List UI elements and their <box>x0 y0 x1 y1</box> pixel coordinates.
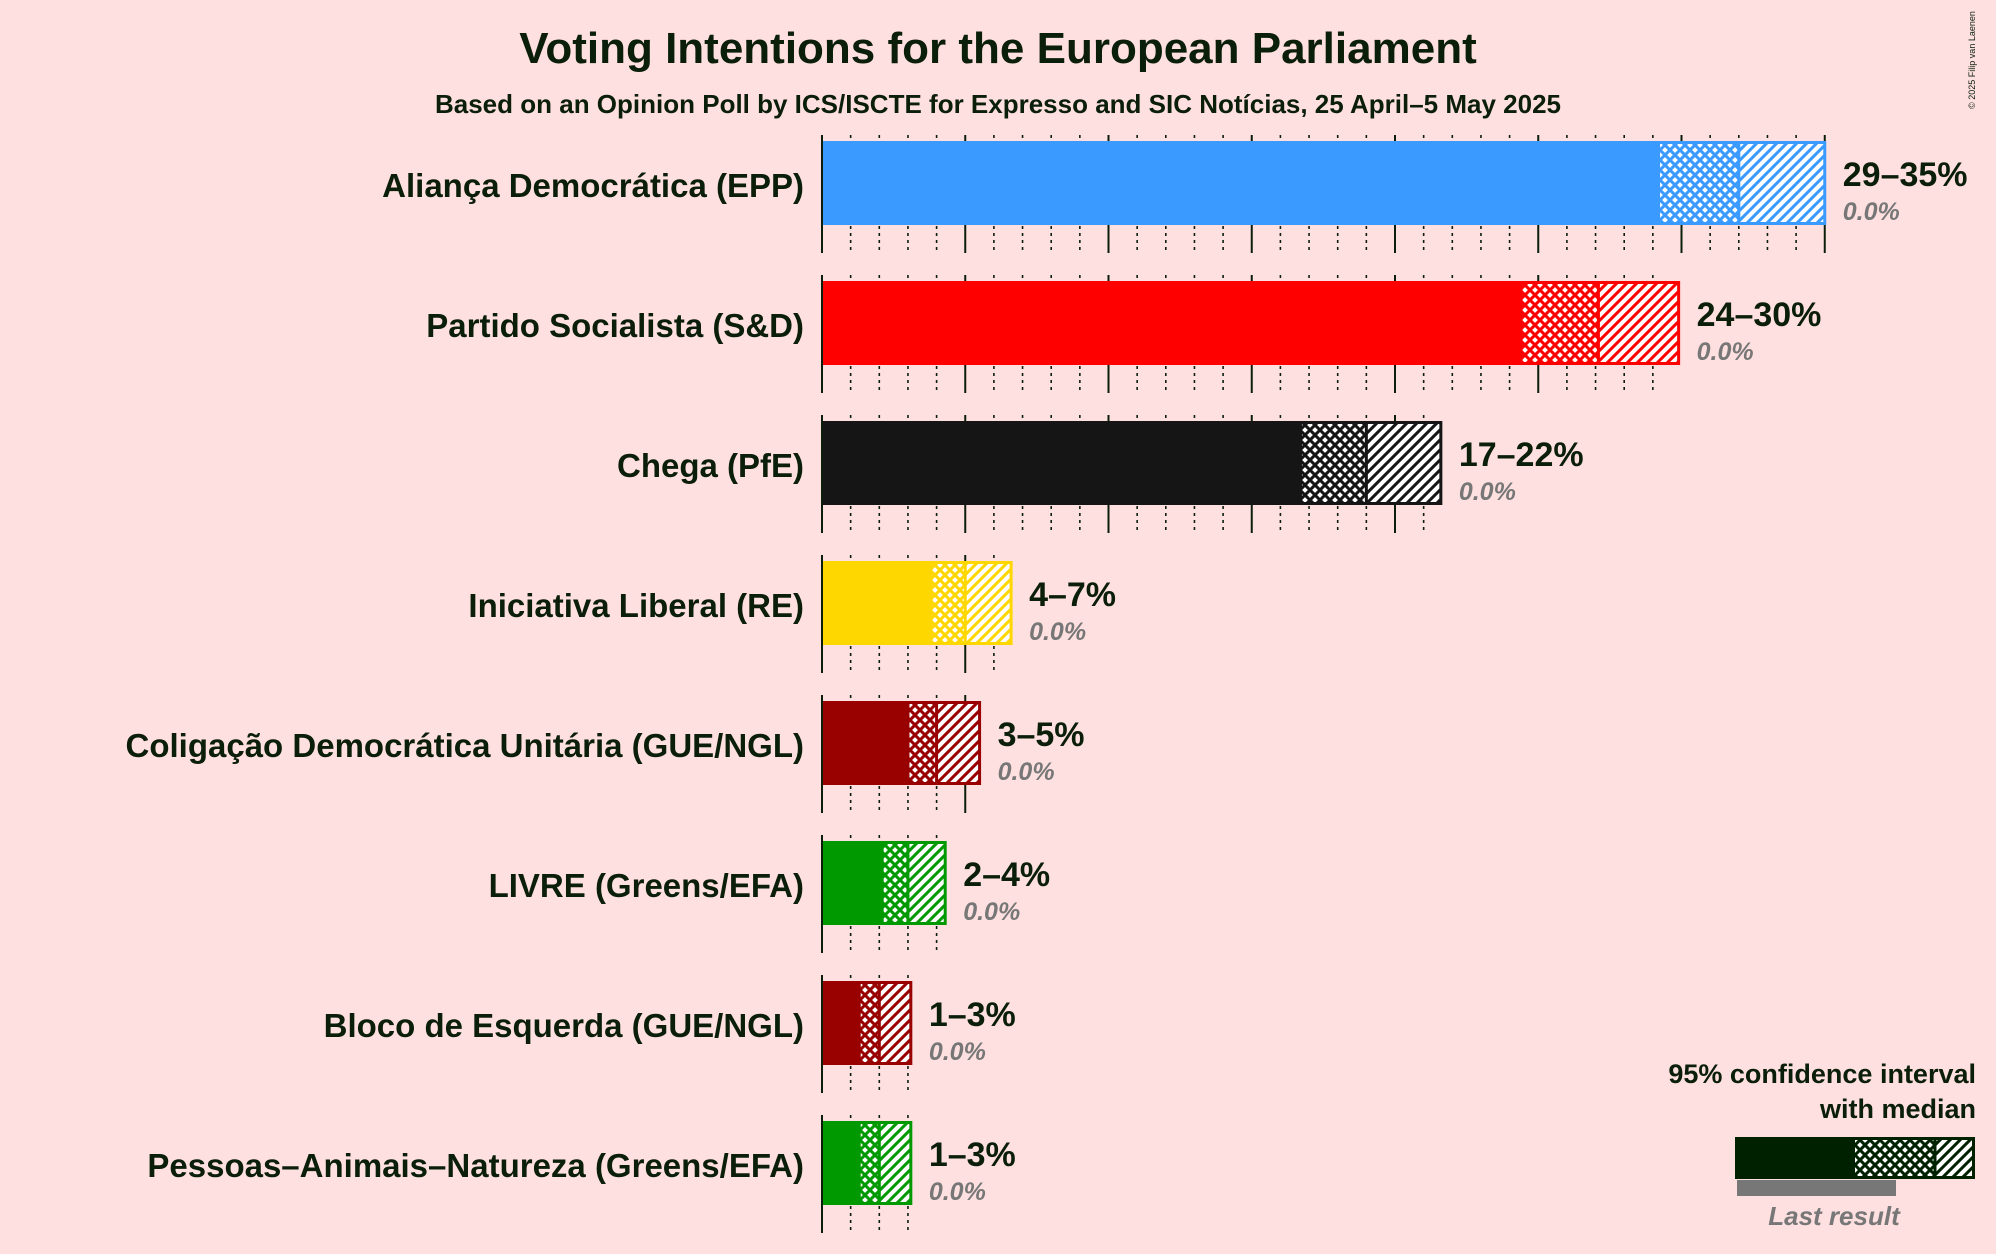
bar-solid <box>822 281 1522 365</box>
bar-ci-lower <box>930 561 966 645</box>
last-result-label: 0.0% <box>998 758 1055 786</box>
legend-line-2: with median <box>1819 1094 1976 1124</box>
bar-solid <box>822 981 860 1065</box>
bar-solid <box>822 421 1301 505</box>
range-label: 1–3% <box>929 996 1016 1034</box>
copyright-note: © 2025 Filip van Laenen <box>1967 11 1977 109</box>
party-row: Pessoas–Animais–Natureza (Greens/EFA) 1–3… <box>147 1121 1016 1206</box>
bar-ci-upper <box>1738 141 1825 225</box>
bar-ci-lower <box>882 841 908 925</box>
range-label: 2–4% <box>963 856 1050 894</box>
party-row: Iniciativa Liberal (RE) 4–7% 0.0% <box>468 561 1116 646</box>
bar-ci-upper <box>879 1121 911 1205</box>
legend-ci-upper <box>1935 1137 1975 1179</box>
chart-subtitle: Based on an Opinion Poll by ICS/ISCTE fo… <box>435 89 1561 119</box>
bar-ci-upper <box>965 561 1012 645</box>
last-result-label: 0.0% <box>929 1178 986 1206</box>
party-label: Iniciativa Liberal (RE) <box>468 587 804 624</box>
bar-ci-upper <box>879 981 911 1065</box>
bars: Aliança Democrática (EPP) 29–35%0.0%Parti… <box>126 141 1968 1206</box>
party-label: Bloco de Esquerda (GUE/NGL) <box>324 1007 804 1044</box>
range-label: 24–30% <box>1697 296 1822 334</box>
bar-ci-lower <box>859 981 880 1065</box>
bar-ci-lower <box>1300 421 1367 505</box>
legend: 95% confidence interval with median Last… <box>1668 1059 1976 1231</box>
party-label: Pessoas–Animais–Natureza (Greens/EFA) <box>147 1147 804 1184</box>
bar-ci-outline <box>1657 141 1827 225</box>
party-row: Partido Socialista (S&D) 24–30% 0.0% <box>426 281 1821 366</box>
legend-last-result-label: Last result <box>1768 1201 1901 1231</box>
party-row: LIVRE (Greens/EFA) 2–4% 0.0% <box>489 841 1050 926</box>
bar-ci-outline <box>906 701 982 785</box>
party-row: Chega (PfE) 17–22% 0.0% <box>617 421 1584 506</box>
legend-solid <box>1735 1137 1855 1179</box>
legend-outline <box>1735 1137 1975 1179</box>
party-row: Bloco de Esquerda (GUE/NGL) 1–3% 0.0% <box>324 981 1016 1066</box>
bar-solid <box>822 701 908 785</box>
last-result-label: 0.0% <box>963 898 1020 926</box>
range-label: 1–3% <box>929 1136 1016 1174</box>
bar-solid <box>822 561 931 645</box>
bar-ci-lower <box>1658 141 1739 225</box>
bar-ci-upper <box>1598 281 1679 365</box>
party-label: Chega (PfE) <box>617 447 804 484</box>
party-row: Aliança Democrática (EPP) 29–35% 0.0% <box>382 141 1968 226</box>
party-label: Aliança Democrática (EPP) <box>382 167 804 204</box>
chart-title: Voting Intentions for the European Parli… <box>519 24 1477 73</box>
range-label: 3–5% <box>998 716 1085 754</box>
range-label: 29–35% <box>1843 156 1968 194</box>
party-label: Coligação Democrática Unitária (GUE/NGL) <box>126 727 804 764</box>
legend-bar <box>1735 1137 1975 1179</box>
last-result-label: 0.0% <box>1459 478 1516 506</box>
bar-ci-lower <box>907 701 937 785</box>
last-result-label: 0.0% <box>1843 198 1900 226</box>
bar-ci-upper <box>907 841 946 925</box>
party-label: LIVRE (Greens/EFA) <box>489 867 804 904</box>
legend-ci-lower <box>1855 1137 1935 1179</box>
party-label: Partido Socialista (S&D) <box>426 307 804 344</box>
bar-ci-outline <box>929 561 1013 645</box>
last-result-label: 0.0% <box>1029 618 1086 646</box>
legend-last-result-bar <box>1737 1180 1896 1196</box>
party-row: Coligação Democrática Unitária (GUE/NGL)… <box>126 701 1085 786</box>
last-result-label: 0.0% <box>1697 338 1754 366</box>
bar-ci-upper <box>1366 421 1441 505</box>
range-label: 4–7% <box>1029 576 1116 614</box>
last-result-label: 0.0% <box>929 1038 986 1066</box>
bar-ci-outline <box>857 1121 913 1205</box>
bar-ci-outline <box>880 841 947 925</box>
bar-ci-lower <box>859 1121 880 1205</box>
bar-solid <box>822 141 1659 225</box>
bar-ci-upper <box>936 701 980 785</box>
bar-ci-outline <box>857 981 913 1065</box>
range-label: 17–22% <box>1459 436 1584 474</box>
bar-ci-outline <box>1298 421 1443 505</box>
legend-line-1: 95% confidence interval <box>1668 1059 1976 1089</box>
bar-solid <box>822 1121 860 1205</box>
bar-solid <box>822 841 883 925</box>
bar-ci-lower <box>1521 281 1599 365</box>
